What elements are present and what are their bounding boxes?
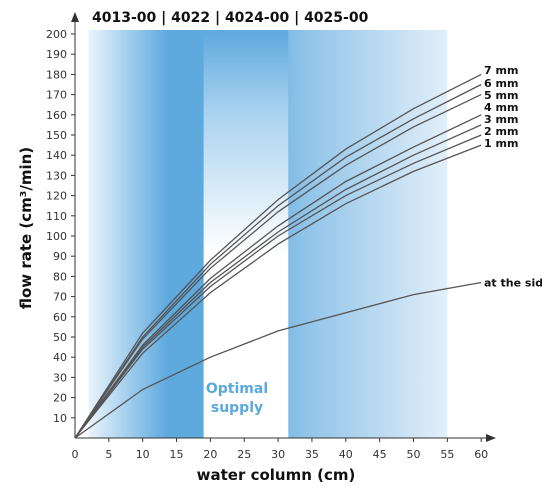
- y-axis-title: flow rate (cm³/min): [17, 147, 35, 309]
- y-tick-label: 40: [53, 351, 67, 364]
- x-axis-arrow: [486, 434, 496, 442]
- y-tick-label: 100: [46, 230, 67, 243]
- y-tick-label: 60: [53, 311, 67, 324]
- y-tick-label: 200: [46, 28, 67, 41]
- y-tick-label: 30: [53, 371, 67, 384]
- y-tick-label: 190: [46, 48, 67, 61]
- y-tick-label: 150: [46, 129, 67, 142]
- optimal-label-line2: supply: [211, 400, 263, 416]
- x-tick-label: 25: [237, 448, 251, 461]
- y-tick-label: 120: [46, 190, 67, 203]
- x-tick-label: 50: [407, 448, 421, 461]
- y-tick-label: 90: [53, 250, 67, 263]
- header-model-numbers: 4013-00 | 4022 | 4024-00 | 4025-00: [92, 10, 369, 26]
- y-axis-arrow: [71, 12, 79, 22]
- x-tick-label: 55: [440, 448, 454, 461]
- x-axis-title: water column (cm): [197, 466, 356, 484]
- x-tick-label: 20: [203, 448, 217, 461]
- x-tick-label: 5: [105, 448, 112, 461]
- optimal-label-line1: Optimal: [206, 381, 268, 397]
- y-tick-label: 70: [53, 291, 67, 304]
- x-tick-label: 0: [72, 448, 79, 461]
- x-tick-label: 10: [136, 448, 150, 461]
- x-tick-label: 35: [305, 448, 319, 461]
- y-tick-label: 80: [53, 270, 67, 283]
- series-label: 7 mm: [484, 64, 518, 77]
- x-tick-label: 60: [474, 448, 488, 461]
- x-tick-label: 40: [339, 448, 353, 461]
- x-tick-label: 30: [271, 448, 285, 461]
- y-tick-label: 20: [53, 392, 67, 405]
- series-label: at the side: [484, 276, 542, 289]
- y-tick-label: 160: [46, 109, 67, 122]
- y-tick-label: 140: [46, 149, 67, 162]
- y-tick-label: 50: [53, 331, 67, 344]
- x-tick-label: 15: [170, 448, 184, 461]
- y-tick-label: 180: [46, 68, 67, 81]
- y-tick-label: 170: [46, 89, 67, 102]
- y-tick-label: 110: [46, 210, 67, 223]
- x-tick-label: 45: [373, 448, 387, 461]
- series-label: 1 mm: [484, 137, 518, 150]
- y-tick-label: 10: [53, 412, 67, 425]
- y-tick-label: 130: [46, 169, 67, 182]
